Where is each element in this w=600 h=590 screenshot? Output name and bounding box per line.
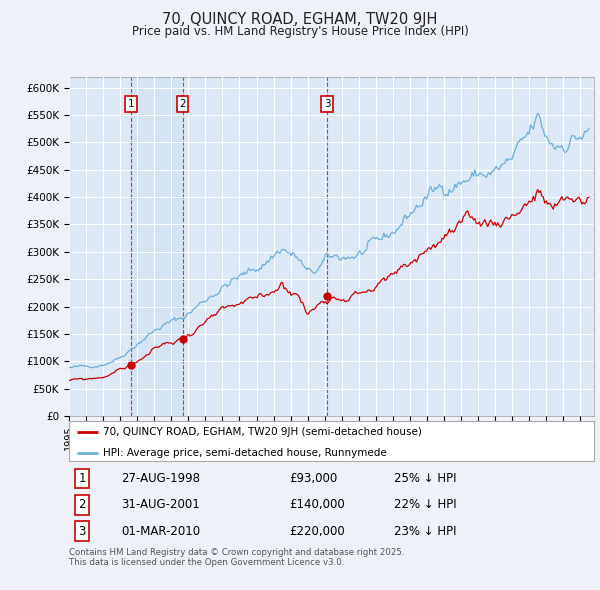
Text: 2: 2 xyxy=(79,499,86,512)
Text: 22% ↓ HPI: 22% ↓ HPI xyxy=(395,499,457,512)
Text: 27-AUG-1998: 27-AUG-1998 xyxy=(121,472,200,485)
Text: £140,000: £140,000 xyxy=(290,499,345,512)
Text: Price paid vs. HM Land Registry's House Price Index (HPI): Price paid vs. HM Land Registry's House … xyxy=(131,25,469,38)
Text: 3: 3 xyxy=(79,525,86,537)
Text: £220,000: £220,000 xyxy=(290,525,345,537)
Text: 23% ↓ HPI: 23% ↓ HPI xyxy=(395,525,457,537)
Text: 25% ↓ HPI: 25% ↓ HPI xyxy=(395,472,457,485)
Text: 2: 2 xyxy=(179,99,186,109)
Text: HPI: Average price, semi-detached house, Runnymede: HPI: Average price, semi-detached house,… xyxy=(103,448,387,458)
Text: £93,000: £93,000 xyxy=(290,472,338,485)
Text: Contains HM Land Registry data © Crown copyright and database right 2025.
This d: Contains HM Land Registry data © Crown c… xyxy=(69,548,404,567)
Text: 1: 1 xyxy=(128,99,134,109)
Text: 70, QUINCY ROAD, EGHAM, TW20 9JH: 70, QUINCY ROAD, EGHAM, TW20 9JH xyxy=(163,12,437,27)
Bar xyxy=(131,77,182,416)
Text: 70, QUINCY ROAD, EGHAM, TW20 9JH (semi-detached house): 70, QUINCY ROAD, EGHAM, TW20 9JH (semi-d… xyxy=(103,428,422,438)
Text: 31-AUG-2001: 31-AUG-2001 xyxy=(121,499,200,512)
Text: 3: 3 xyxy=(324,99,331,109)
Text: 01-MAR-2010: 01-MAR-2010 xyxy=(121,525,200,537)
Text: 1: 1 xyxy=(79,472,86,485)
